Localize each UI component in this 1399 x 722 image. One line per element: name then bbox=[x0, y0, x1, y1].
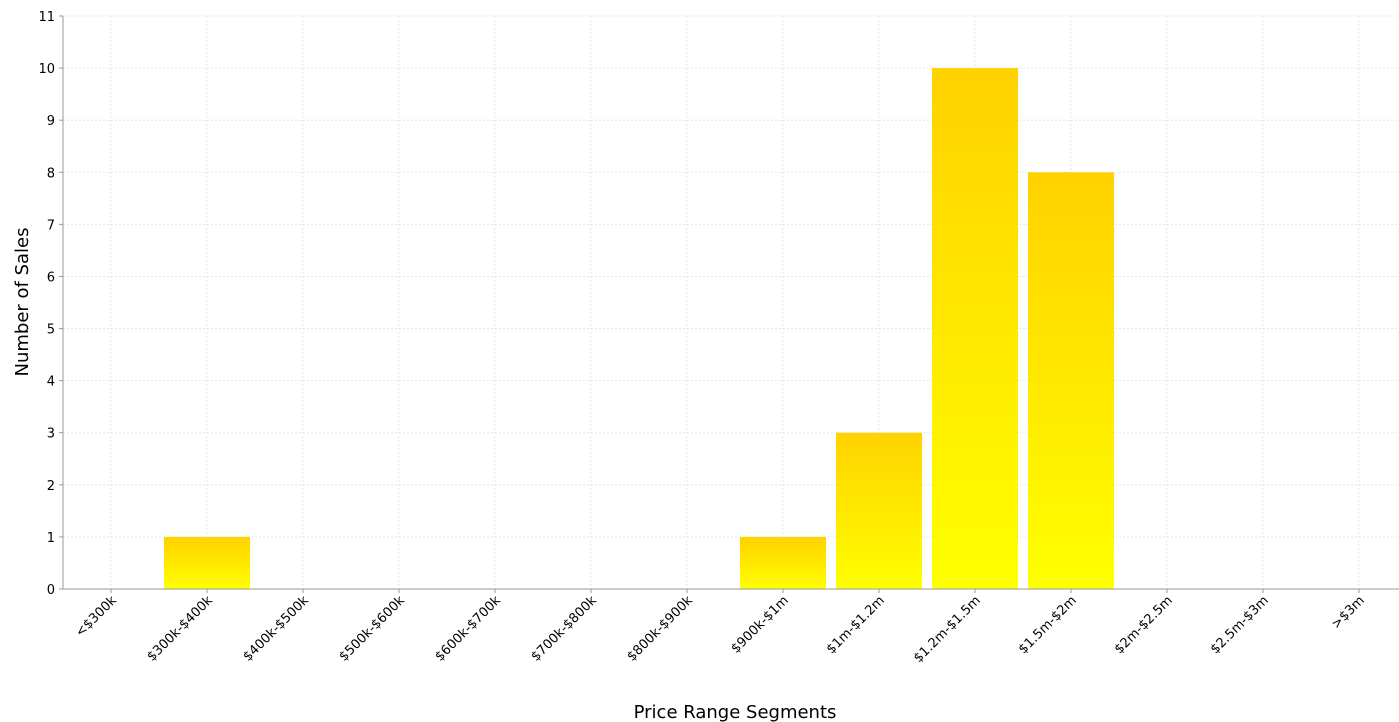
y-tick-label-7: 7 bbox=[47, 218, 55, 233]
y-tick-label-1: 1 bbox=[47, 531, 55, 546]
y-tick-label-10: 10 bbox=[38, 62, 55, 77]
x-axis-title: Price Range Segments bbox=[634, 702, 837, 722]
y-tick-labels: 0 1 2 3 4 5 6 7 8 9 10 11 bbox=[38, 10, 55, 598]
x-tick-label-0: <$300k bbox=[73, 593, 120, 640]
x-tick-label-8: $1m-$1.2m bbox=[824, 593, 888, 657]
bar-9 bbox=[932, 68, 1018, 589]
x-tick-label-12: $2.5m-$3m bbox=[1208, 593, 1272, 657]
axes bbox=[59, 15, 1399, 593]
y-tick-label-11: 11 bbox=[38, 10, 55, 25]
y-tick-label-4: 4 bbox=[47, 375, 55, 390]
bar-10 bbox=[1028, 172, 1114, 590]
bar-7 bbox=[740, 536, 826, 589]
y-tick-label-5: 5 bbox=[47, 323, 55, 338]
bars bbox=[164, 68, 1114, 590]
x-tick-label-2: $400k-$500k bbox=[240, 593, 312, 665]
x-tick-label-7: $900k-$1m bbox=[729, 593, 792, 656]
x-tick-labels: <$300k $300k-$400k $400k-$500k $500k-$600k $… bbox=[73, 593, 1368, 666]
x-tick-label-4: $600k-$700k bbox=[432, 593, 504, 665]
bar-8 bbox=[836, 432, 922, 589]
x-tick-label-1: $300k-$400k bbox=[144, 593, 216, 665]
y-tick-label-2: 2 bbox=[47, 479, 55, 494]
bar-1 bbox=[164, 536, 250, 589]
x-tick-label-6: $800k-$900k bbox=[624, 593, 696, 665]
y-tick-label-3: 3 bbox=[47, 427, 55, 442]
x-tick-label-3: $500k-$600k bbox=[336, 593, 408, 665]
x-tick-label-10: $1.5m-$2m bbox=[1016, 593, 1080, 657]
x-tick-label-9: $1.2m-$1.5m bbox=[911, 593, 984, 666]
y-tick-label-6: 6 bbox=[47, 270, 55, 285]
x-tick-label-13: >$3m bbox=[1329, 593, 1368, 632]
grid bbox=[63, 15, 1399, 590]
y-tick-label-8: 8 bbox=[47, 166, 55, 181]
x-tick-label-11: $2m-$2.5m bbox=[1112, 593, 1176, 657]
y-tick-label-9: 9 bbox=[47, 114, 55, 129]
y-axis-title: Number of Sales bbox=[12, 227, 33, 376]
x-tick-label-5: $700k-$800k bbox=[528, 593, 600, 665]
y-tick-label-0: 0 bbox=[47, 583, 55, 598]
